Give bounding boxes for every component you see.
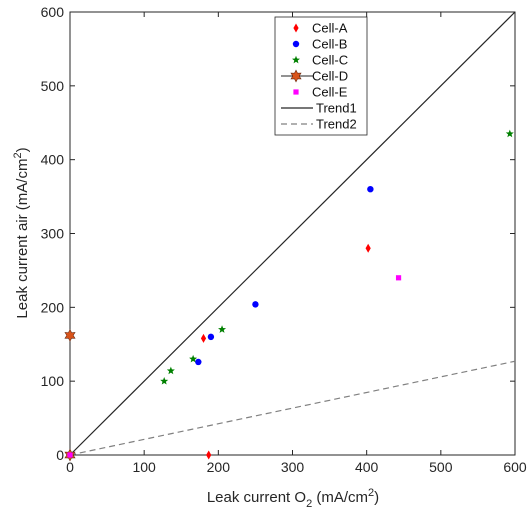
- series-line-trend2: [69, 360, 516, 456]
- data-point-cell-a: [200, 333, 207, 343]
- legend-entry: Trend1: [281, 101, 357, 116]
- data-point-cell-a: [206, 450, 212, 460]
- x-tick-label: 500: [429, 459, 453, 475]
- legend-marker: [292, 55, 300, 64]
- y-tick-label: 0: [56, 447, 64, 463]
- legend-entry: Cell-A: [293, 21, 348, 36]
- x-tick-label: 600: [503, 459, 527, 475]
- legend-entry: Cell-E: [293, 85, 348, 100]
- x-tick-label: 0: [66, 459, 74, 475]
- plot-area: 0 100 200 300 400 500 600 0 100 200 300 400 500 600: [41, 4, 527, 475]
- legend-label: Cell-D: [312, 69, 348, 84]
- legend-label: Cell-A: [312, 21, 348, 36]
- legend-entry: Cell-D: [281, 69, 348, 84]
- y-axis-label: Leak current air (mA/cm2): [12, 147, 31, 318]
- legend-entry: Cell-B: [292, 37, 347, 52]
- x-axis-label: Leak current O2 (mA/cm2): [207, 487, 379, 510]
- data-point-cell-b: [195, 358, 202, 366]
- legend-label: Trend2: [316, 117, 357, 132]
- x-tick-label: 200: [207, 459, 231, 475]
- data-point-cell-b: [252, 301, 259, 308]
- data-point-cell-a: [365, 243, 371, 253]
- x-tick-label: 400: [355, 459, 379, 475]
- legend: Cell-ACell-BCell-CCell-DCell-ETrend1Tren…: [274, 16, 368, 136]
- y-tick-label: 600: [41, 4, 65, 20]
- legend-marker: [290, 69, 302, 83]
- legend-label: Trend1: [316, 101, 357, 116]
- x-tick-label: 100: [132, 459, 156, 475]
- legend-label: Cell-E: [312, 85, 348, 100]
- data-point-cell-c: [189, 354, 198, 363]
- y-tick-label: 400: [41, 152, 65, 168]
- y-tick-label: 200: [41, 299, 65, 315]
- data-point-cell-c: [166, 366, 175, 375]
- data-point-cell-e: [395, 275, 402, 281]
- data-point-cell-c: [505, 129, 514, 138]
- legend-entry: Cell-C: [292, 53, 348, 68]
- data-point-cell-c: [218, 325, 227, 333]
- data-point-cell-d: [64, 328, 76, 342]
- y-tick-label: 300: [41, 226, 65, 242]
- data-point-cell-b: [367, 186, 374, 193]
- data-point-cell-e: [67, 452, 73, 458]
- legend-marker: [293, 23, 299, 33]
- x-tick-label: 300: [281, 459, 305, 475]
- legend-entry: Trend2: [281, 117, 357, 132]
- series-line-trend1: [69, 11, 516, 456]
- legend-marker: [292, 40, 300, 48]
- legend-label: Cell-C: [312, 53, 348, 68]
- y-tick-label: 500: [41, 78, 65, 94]
- data-point-cell-c: [160, 376, 169, 385]
- data-point-cell-b: [207, 333, 215, 341]
- y-tick-label: 100: [41, 373, 65, 389]
- legend-label: Cell-B: [312, 37, 347, 52]
- legend-marker: [293, 89, 299, 95]
